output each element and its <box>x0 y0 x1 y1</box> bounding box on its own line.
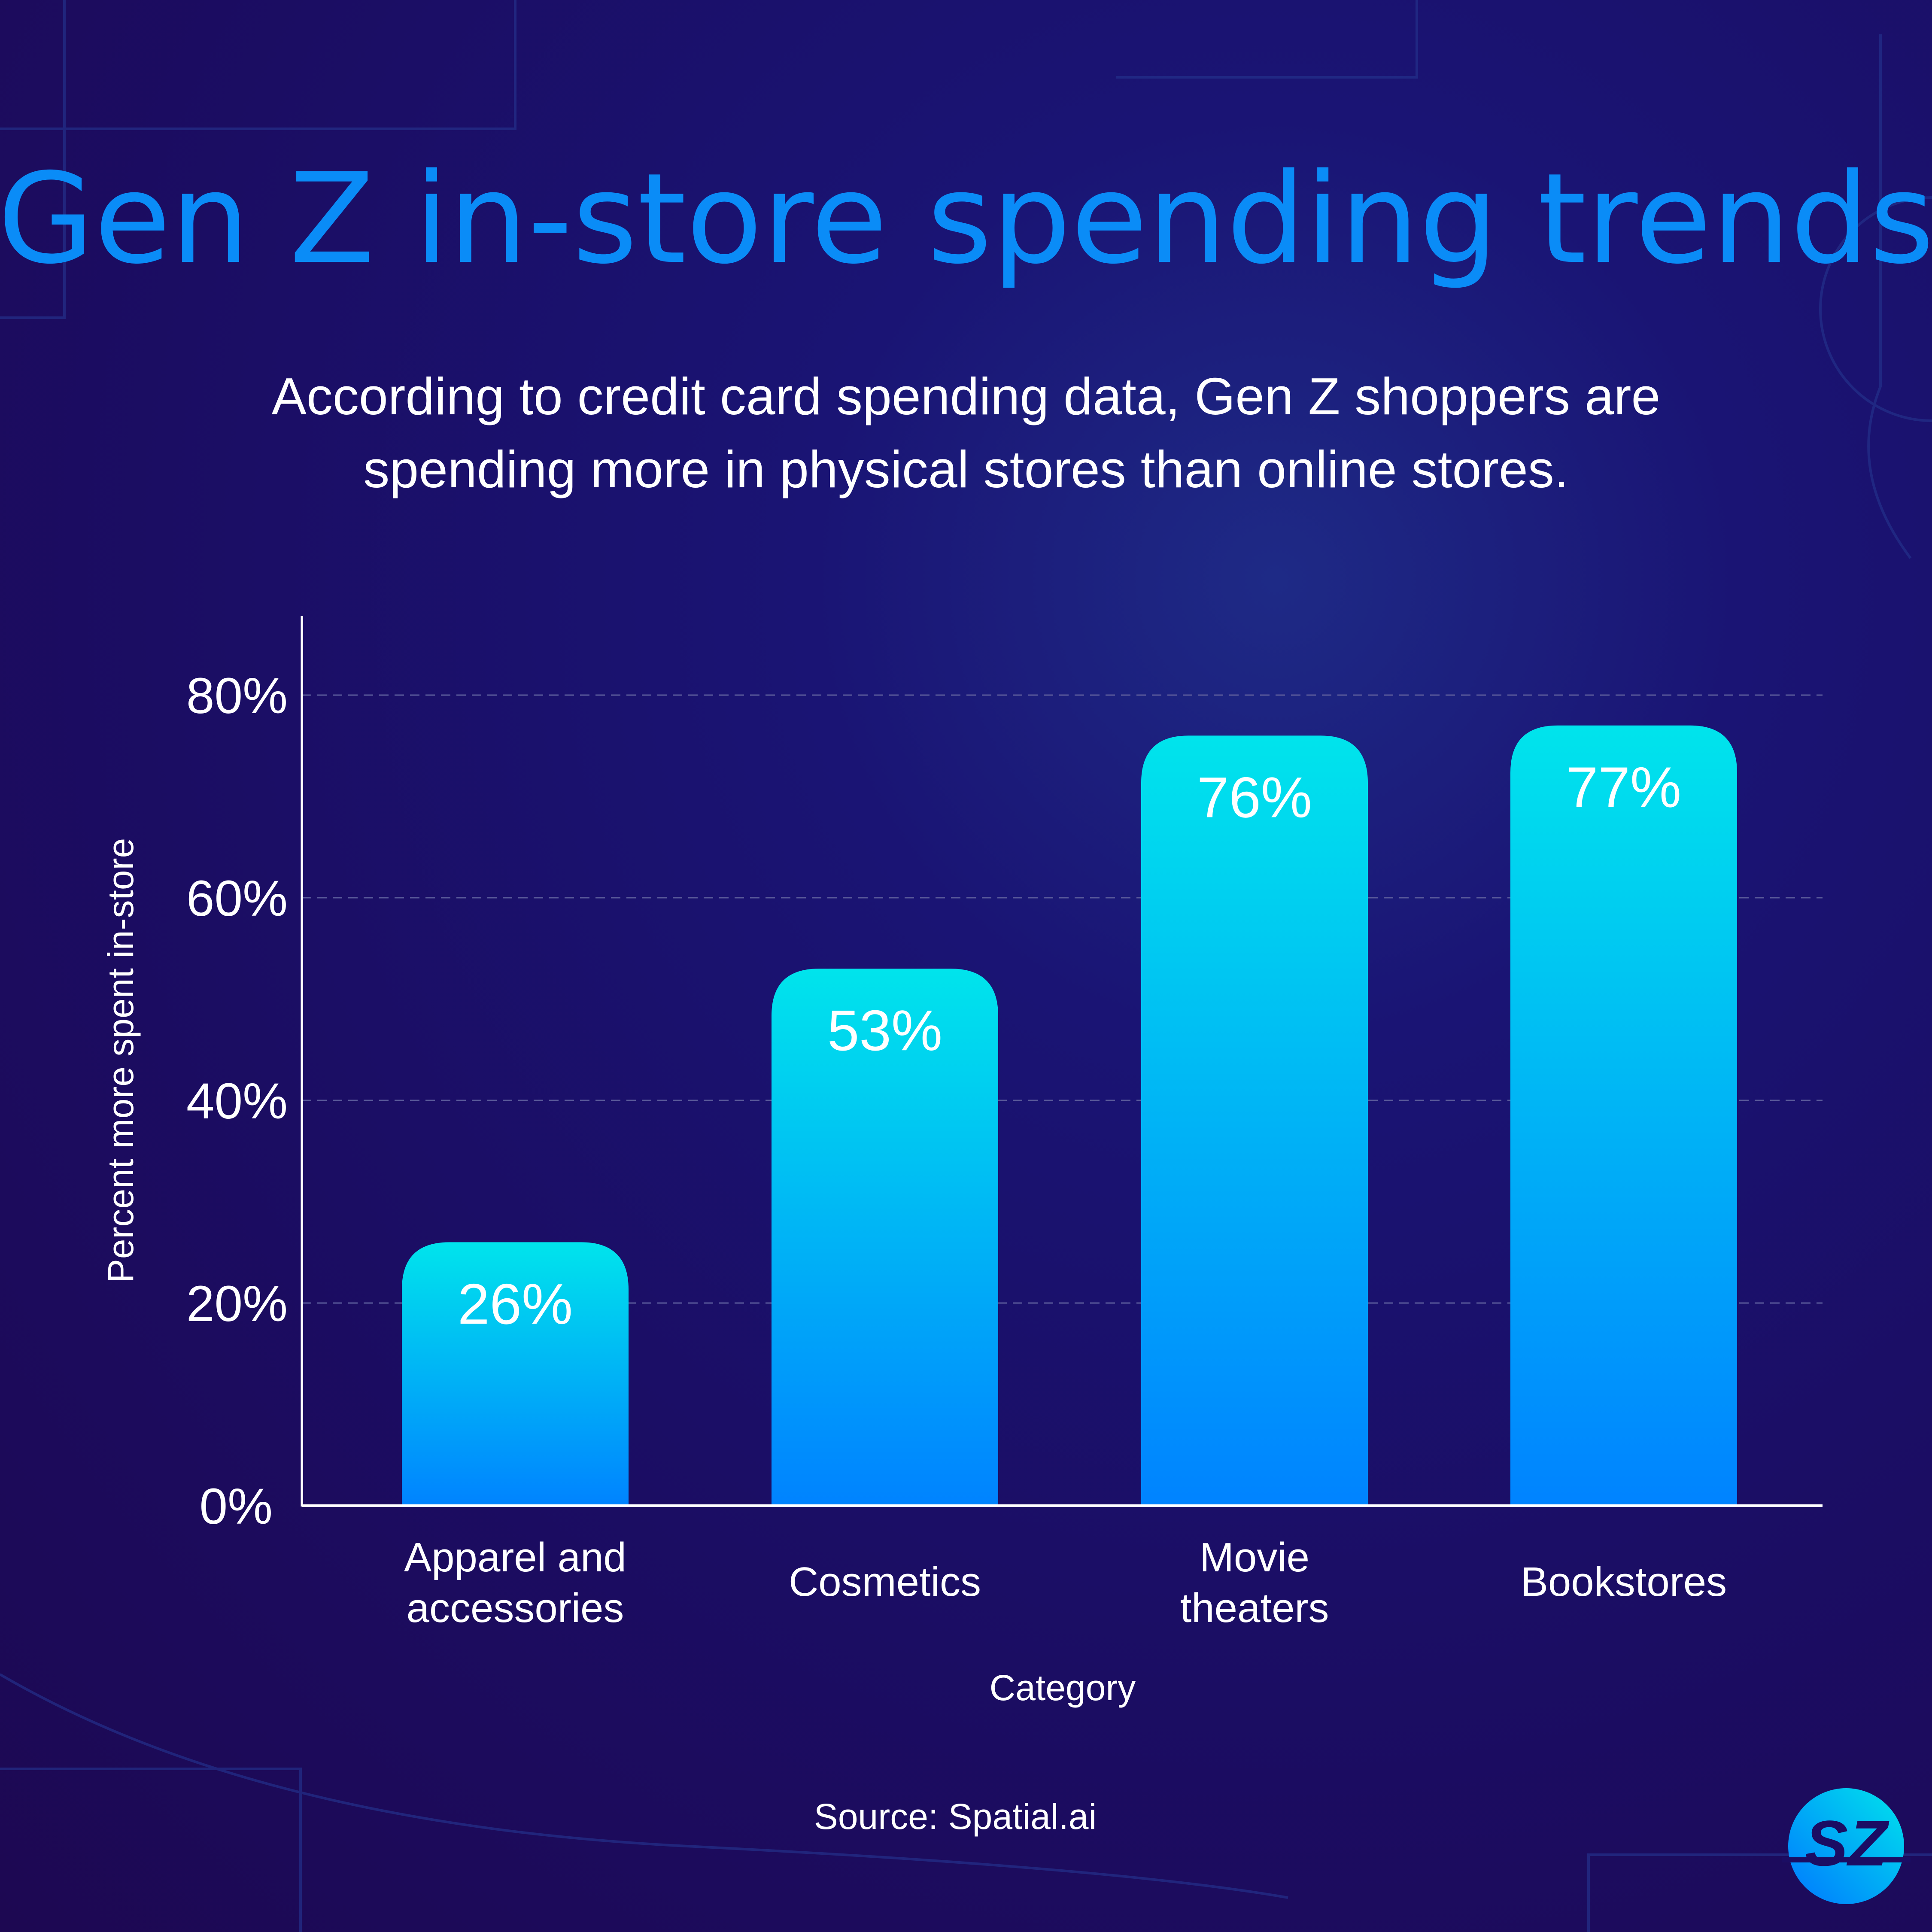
bar <box>402 1242 629 1506</box>
y-tick-label: 20% <box>186 1276 288 1332</box>
subtitle-line-2: spending more in physical stores than on… <box>363 440 1569 498</box>
x-tick-label: Apparel and <box>404 1534 626 1580</box>
bar <box>1510 725 1737 1506</box>
y-tick-label: 80% <box>186 668 288 724</box>
x-tick-label: accessories <box>407 1585 624 1631</box>
bar <box>1141 735 1368 1506</box>
bar-value-label: 53% <box>827 999 942 1063</box>
x-tick-label: Bookstores <box>1521 1559 1727 1605</box>
y-axis-title: Percent more spent in-store <box>100 838 141 1283</box>
y-tick-label: 0% <box>199 1478 273 1535</box>
x-tick-label: Cosmetics <box>789 1559 981 1605</box>
bar-value-label: 26% <box>458 1272 573 1336</box>
x-axis-title: Category <box>990 1668 1136 1708</box>
x-tick-label: Movie <box>1200 1534 1309 1580</box>
svg-text:SZ: SZ <box>1805 1807 1889 1879</box>
bar-value-label: 76% <box>1197 766 1312 829</box>
subtitle-line-1: According to credit card spending data, … <box>272 367 1661 425</box>
y-tick-label: 60% <box>186 870 288 927</box>
page-title: Gen Z in-store spending trends <box>0 147 1932 292</box>
y-tick-label: 40% <box>186 1073 288 1130</box>
sz-logo: SZ <box>1782 1788 1911 1904</box>
x-tick-label: theaters <box>1180 1585 1329 1631</box>
source-note: Source: Spatial.ai <box>814 1796 1097 1837</box>
bar-value-label: 77% <box>1566 756 1681 820</box>
bar <box>772 969 998 1506</box>
